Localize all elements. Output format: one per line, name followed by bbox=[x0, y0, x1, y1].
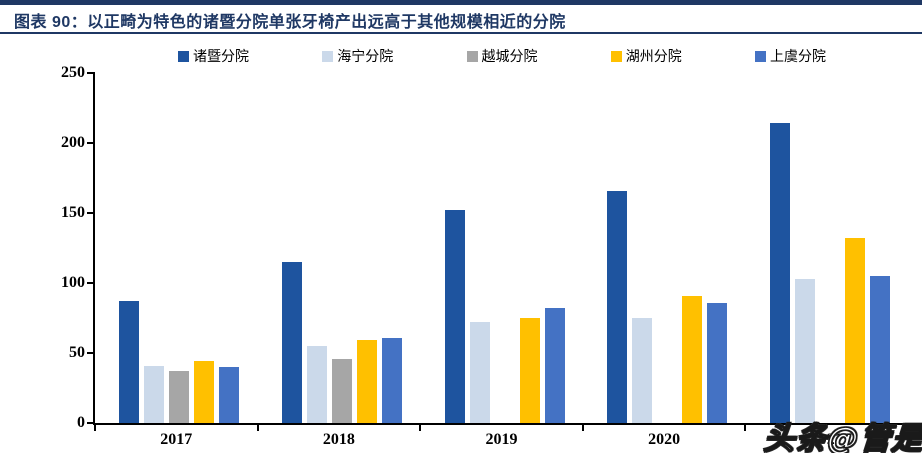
chart-bar bbox=[281, 262, 302, 423]
x-axis-tick bbox=[256, 425, 259, 431]
y-axis-tick-label: 150 bbox=[61, 204, 85, 221]
legend-swatch-icon bbox=[610, 50, 622, 62]
legend-item-3: 湖州分院 bbox=[610, 46, 682, 66]
legend-label: 海宁分院 bbox=[337, 50, 394, 65]
top-accent-bar bbox=[0, 0, 922, 5]
y-axis-tick-label: 100 bbox=[61, 274, 85, 291]
chart-bar bbox=[844, 238, 865, 423]
x-axis-category-label: 2017 bbox=[160, 431, 193, 448]
x-axis-category-label: 2020 bbox=[648, 431, 681, 448]
chart-bar bbox=[544, 308, 565, 423]
x-axis-tick bbox=[419, 425, 422, 431]
y-axis-tick bbox=[87, 352, 93, 354]
legend-label: 诸暨分院 bbox=[193, 50, 249, 65]
y-axis-tick bbox=[87, 142, 93, 144]
y-axis-tick bbox=[87, 72, 93, 74]
watermark: 头条@管是 bbox=[762, 420, 922, 453]
y-axis-tick-label: 250 bbox=[61, 64, 85, 81]
legend-item-4: 上虞分院 bbox=[755, 46, 826, 66]
figure-title: 图表 90：以正畸为特色的诸暨分院单张牙椅产出远高于其他规模相近的分院 bbox=[14, 14, 566, 31]
x-axis-tick bbox=[94, 425, 96, 431]
x-axis-tick bbox=[581, 425, 584, 431]
chart-bar bbox=[607, 190, 628, 423]
legend-item-2: 越城分院 bbox=[466, 46, 538, 66]
x-axis-tick bbox=[907, 425, 909, 431]
chart-bar bbox=[219, 367, 240, 423]
y-axis-tick-label: 50 bbox=[69, 344, 85, 361]
legend-swatch-icon bbox=[755, 50, 766, 62]
y-axis-tick bbox=[87, 212, 93, 214]
legend-label: 越城分院 bbox=[481, 50, 538, 65]
legend-swatch-icon bbox=[322, 50, 334, 62]
chart-bar bbox=[519, 318, 540, 423]
chart-bar bbox=[444, 210, 465, 423]
y-axis-tick bbox=[87, 422, 93, 424]
chart-bar bbox=[356, 340, 377, 423]
chart-bar bbox=[682, 295, 703, 423]
legend-label: 上虞分院 bbox=[770, 50, 826, 65]
x-axis-line bbox=[93, 423, 908, 425]
chart-bar bbox=[469, 322, 490, 423]
x-axis-tick bbox=[744, 425, 747, 431]
x-axis-category-label: 2021 bbox=[810, 431, 843, 448]
y-axis-tick-label: 0 bbox=[77, 414, 85, 431]
x-axis-category-label: 2018 bbox=[322, 431, 355, 448]
chart-bar bbox=[769, 123, 790, 423]
legend-swatch-icon bbox=[466, 50, 478, 62]
x-axis-category-label: 2019 bbox=[485, 431, 518, 448]
chart-bar bbox=[869, 276, 890, 423]
chart-legend: 诸暨分院 海宁分院 越城分院 湖州分院 上虞分院 bbox=[178, 47, 826, 65]
title-divider bbox=[0, 32, 922, 34]
chart-bar bbox=[306, 346, 327, 423]
chart-bar bbox=[119, 301, 140, 423]
y-axis-tick-label: 200 bbox=[61, 134, 85, 151]
legend-swatch-icon bbox=[178, 50, 189, 62]
legend-item-0: 诸暨分院 bbox=[178, 46, 249, 66]
chart-bar bbox=[144, 365, 165, 423]
chart-bar bbox=[707, 302, 728, 423]
chart-bar bbox=[331, 358, 352, 423]
y-axis-tick bbox=[87, 282, 93, 284]
chart-bar bbox=[381, 337, 402, 423]
chart-bar bbox=[194, 361, 215, 423]
y-axis-line bbox=[93, 72, 95, 425]
chart-bar bbox=[169, 371, 190, 423]
chart-bar bbox=[794, 278, 815, 423]
chart-bar bbox=[632, 318, 653, 423]
legend-item-1: 海宁分院 bbox=[322, 46, 393, 66]
legend-label: 湖州分院 bbox=[625, 50, 682, 65]
